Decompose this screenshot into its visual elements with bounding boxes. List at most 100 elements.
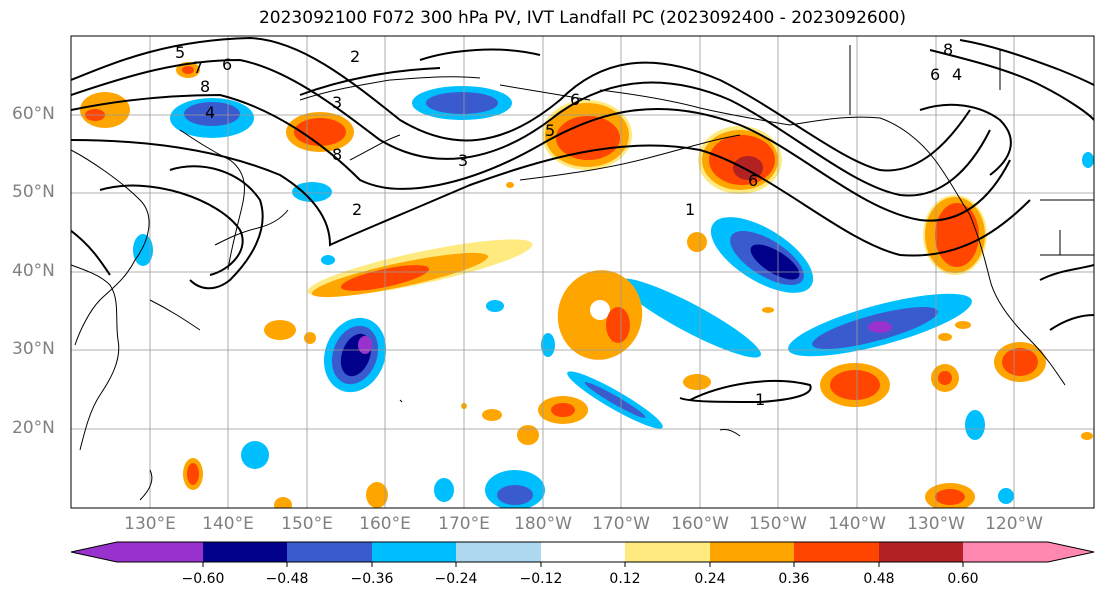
pos-anomaly-blob — [935, 489, 965, 505]
contour-label: 2 — [350, 47, 360, 66]
contour-label: 8 — [943, 40, 953, 59]
lon-label: 180°W — [514, 514, 572, 534]
contours — [71, 36, 1094, 404]
graticule — [71, 36, 1094, 508]
colorbar-tick-label: −0.36 — [350, 571, 394, 587]
pos-anomaly-blob — [551, 403, 575, 417]
pos-anomaly-blob — [517, 425, 539, 445]
colorbar-tick-label: −0.48 — [265, 571, 309, 587]
colorbar-tick-label: −0.60 — [181, 571, 225, 587]
colorbar-segment — [117, 542, 203, 562]
lon-label: 170°E — [438, 514, 490, 534]
neg-anomaly-blob — [584, 382, 646, 418]
contour-label: 2 — [352, 200, 362, 219]
pos-anomaly-blob — [264, 320, 296, 340]
colorbar — [70, 541, 1095, 567]
lon-label: 140°E — [202, 514, 254, 534]
colorbar-segment — [794, 542, 879, 562]
colorbar-tick-label: −0.24 — [434, 571, 478, 587]
contour-label: 3 — [332, 93, 342, 112]
pos-anomaly-blob — [606, 307, 630, 343]
contour-label: 8 — [200, 77, 210, 96]
neg-anomaly-blob — [998, 488, 1014, 504]
neg-anomaly-blob — [541, 333, 555, 357]
colorbar-outline — [70, 541, 1095, 563]
neg-anomaly-blob — [486, 300, 504, 312]
colorbar-tick-label: −0.12 — [519, 571, 563, 587]
coastlines — [71, 45, 1094, 501]
neg-anomaly-blob — [358, 336, 372, 354]
lat-label: 50°N — [12, 182, 55, 202]
neg-anomaly-blob — [965, 410, 985, 440]
colorbar-tick-label: 0.24 — [694, 571, 726, 587]
contour-label: 6 — [748, 171, 758, 190]
contour-label: 1 — [685, 200, 695, 219]
neg-anomaly-blob — [434, 478, 454, 502]
colorbar-segment — [710, 542, 794, 562]
pos-anomaly-blob — [935, 203, 979, 267]
colorbar-segment — [625, 542, 710, 562]
lon-label: 120°W — [985, 514, 1043, 534]
lat-label: 60°N — [12, 104, 55, 124]
contour-label: 5 — [175, 43, 185, 62]
pos-anomaly-blob — [304, 332, 316, 344]
colorbar-segment — [287, 542, 372, 562]
pos-anomaly-blob — [1081, 432, 1093, 440]
pos-anomaly-blob — [506, 182, 514, 188]
map-title: 2023092100 F072 300 hPa PV, IVT Landfall… — [258, 8, 906, 28]
neg-anomaly-blob — [133, 234, 153, 266]
pos-anomaly-blob — [590, 300, 610, 320]
contour-label: 6 — [222, 55, 232, 74]
contour-label: 6 — [570, 90, 580, 109]
contour-label: 6 — [930, 65, 940, 84]
lon-label: 130°E — [124, 514, 176, 534]
colorbar-segment — [203, 542, 287, 562]
contour-label: 4 — [952, 65, 962, 84]
colorbar-segment — [541, 542, 625, 562]
neg-anomaly-blob — [321, 255, 335, 265]
contour-label: 3 — [458, 151, 468, 170]
colorbar-tick-label: 0.60 — [947, 571, 979, 587]
colorbar-tick-label: 0.48 — [863, 571, 895, 587]
colorbar-segment — [963, 542, 1048, 562]
neg-anomaly-blob — [868, 321, 892, 333]
colorbar-extend-low — [71, 542, 117, 562]
pos-anomaly-blob — [274, 497, 292, 508]
lat-label: 20°N — [12, 418, 55, 438]
pos-anomaly-blob — [762, 307, 774, 313]
colorbar-tick-label: 0.36 — [778, 571, 810, 587]
neg-anomaly-blob — [184, 102, 240, 126]
pos-anomaly-blob — [938, 333, 952, 341]
colorbar-segment — [372, 542, 456, 562]
colorbar-extend-high — [1048, 542, 1094, 562]
pos-anomaly-blob — [187, 463, 199, 485]
neg-anomaly-blob — [426, 92, 498, 114]
neg-anomaly-blob — [241, 441, 269, 469]
lon-label: 150°E — [281, 514, 333, 534]
lon-label: 140°W — [828, 514, 886, 534]
contour-label: 8 — [332, 145, 342, 164]
contour-label: 5 — [545, 121, 555, 140]
neg-anomaly-blob — [292, 182, 332, 202]
neg-anomaly-blob — [619, 278, 761, 358]
pos-anomaly-blob — [366, 482, 388, 508]
contour-labels: 5 7 6 8 2 4 3 8 3 2 5 6 1 6 8 6 4 1 — [175, 40, 962, 409]
pos-anomaly-blob — [80, 92, 130, 128]
neg-anomaly-blob — [497, 485, 533, 505]
lon-label: 130°W — [907, 514, 965, 534]
pos-anomaly-blob — [830, 370, 880, 400]
lon-label: 160°E — [359, 514, 411, 534]
lon-label: 150°W — [749, 514, 807, 534]
pos-anomaly-blob — [955, 321, 971, 329]
contour-label: 4 — [205, 103, 215, 122]
contour-label: 1 — [755, 390, 765, 409]
colorbar-segment — [879, 542, 963, 562]
colorbar-segment — [456, 542, 541, 562]
pos-anomaly-blob — [938, 371, 952, 385]
pos-anomaly-blob — [683, 374, 711, 390]
pos-anomaly-blob — [687, 232, 707, 252]
lat-label: 40°N — [12, 261, 55, 281]
lat-label: 30°N — [12, 339, 55, 359]
lon-label: 170°W — [592, 514, 650, 534]
